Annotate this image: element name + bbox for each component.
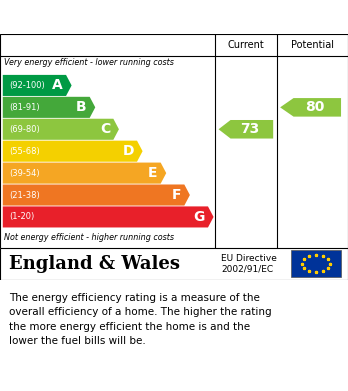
Text: Not energy efficient - higher running costs: Not energy efficient - higher running co… [4,233,174,242]
Text: D: D [122,144,134,158]
Text: (69-80): (69-80) [9,125,40,134]
Polygon shape [3,206,214,228]
Text: (55-68): (55-68) [9,147,40,156]
Text: (39-54): (39-54) [9,169,40,178]
Text: 80: 80 [305,100,324,114]
Text: Very energy efficient - lower running costs: Very energy efficient - lower running co… [4,58,174,67]
Polygon shape [3,119,119,140]
Text: (81-91): (81-91) [9,103,40,112]
Polygon shape [3,185,190,206]
Text: (1-20): (1-20) [9,212,34,221]
Text: (21-38): (21-38) [9,190,40,199]
Polygon shape [3,163,166,184]
Text: C: C [100,122,110,136]
Text: (92-100): (92-100) [9,81,45,90]
Polygon shape [219,120,273,138]
Polygon shape [280,98,341,117]
Text: EU Directive
2002/91/EC: EU Directive 2002/91/EC [221,254,277,273]
Text: Potential: Potential [291,40,334,50]
Text: F: F [172,188,181,202]
Polygon shape [3,97,95,118]
Text: A: A [52,79,63,92]
Text: England & Wales: England & Wales [9,255,180,273]
Text: Current: Current [228,40,264,50]
Text: B: B [76,100,87,114]
Text: The energy efficiency rating is a measure of the
overall efficiency of a home. T: The energy efficiency rating is a measur… [9,293,271,346]
Text: E: E [148,166,158,180]
Text: Energy Efficiency Rating: Energy Efficiency Rating [9,11,229,27]
Polygon shape [3,141,143,162]
Bar [291,250,341,277]
Text: 73: 73 [240,122,259,136]
Text: G: G [193,210,205,224]
Polygon shape [3,75,72,96]
